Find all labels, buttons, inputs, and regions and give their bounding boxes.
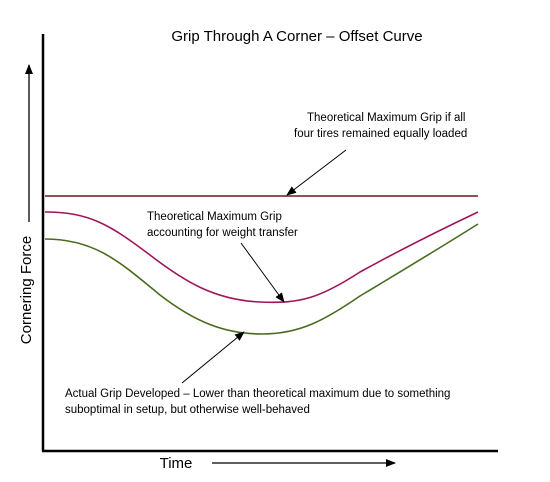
annotation-actual-grip-line-1: Actual Grip Developed – Lower than theor… [65, 388, 450, 400]
annotation-weight-transfer-arrow [240, 242, 285, 303]
annotation-actual-grip-line-2: suboptimal in setup, but otherwise well-… [65, 404, 310, 416]
annotation-equal-load-line-1: Theoretical Maximum Grip if all [307, 112, 465, 124]
annotation-actual-grip: Actual Grip Developed – Lower than theor… [65, 388, 454, 416]
x-axis-label: Time [160, 455, 193, 472]
series-line-actual-grip [44, 223, 479, 335]
annotation-weight-transfer: Theoretical Maximum Grip accounting for … [147, 211, 298, 239]
annotation-equal-load-arrow [286, 149, 347, 196]
annotation-equal-load-line-2: four tires remained equally loaded [294, 128, 467, 140]
annotation-weight-transfer-line-1: Theoretical Maximum Grip [147, 211, 282, 223]
annotation-equal-load: Theoretical Maximum Grip if all four tir… [294, 112, 469, 140]
annotation-actual-grip-arrow [181, 331, 245, 384]
series-line-weight-transfer-max [44, 211, 479, 304]
chart-title: Grip Through A Corner – Offset Curve [171, 28, 422, 45]
y-axis-label: Cornering Force [18, 236, 35, 344]
annotation-weight-transfer-line-2: accounting for weight transfer [147, 227, 298, 239]
